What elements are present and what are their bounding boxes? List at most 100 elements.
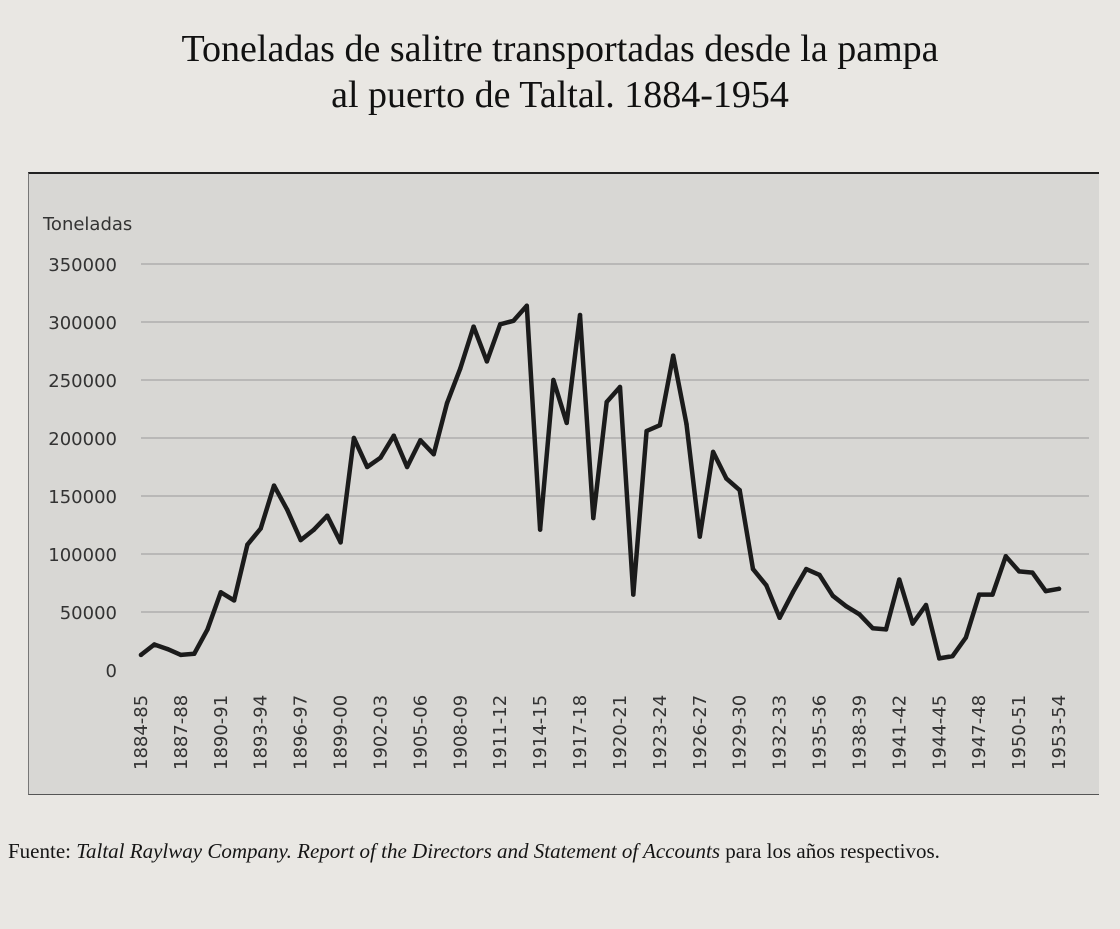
source-suffix: para los años respectivos.	[725, 839, 940, 863]
x-tick-label: 1899-00	[331, 695, 352, 770]
data-point	[684, 421, 689, 427]
data-point	[338, 540, 343, 545]
data-point	[511, 318, 516, 324]
x-tick-label: 1929-30	[730, 695, 751, 770]
data-point	[471, 324, 476, 329]
data-point	[418, 438, 423, 443]
data-point	[498, 322, 503, 327]
data-point	[271, 483, 277, 488]
data-point	[1043, 588, 1048, 594]
y-tick-label: 200000	[48, 429, 117, 450]
x-tick-label: 1947-48	[969, 695, 990, 770]
x-tick-label: 1938-39	[849, 695, 870, 770]
data-point	[750, 566, 756, 572]
data-point	[192, 651, 197, 656]
chart-title: Toneladas de salitre transportadas desde…	[0, 26, 1120, 118]
data-point	[431, 452, 436, 457]
data-point	[657, 423, 663, 428]
data-point	[298, 537, 303, 543]
data-point	[325, 513, 330, 518]
data-point	[364, 464, 370, 470]
data-point	[830, 593, 836, 598]
chart-title-line-2: al puerto de Taltal. 1884-1954	[331, 74, 789, 116]
source-note: Fuente: Taltal Raylway Company. Report o…	[8, 840, 1113, 862]
x-tick-label: 1950-51	[1009, 695, 1030, 770]
data-point	[245, 542, 250, 547]
data-point	[963, 635, 969, 640]
data-point	[790, 590, 796, 595]
data-point	[1030, 570, 1035, 575]
data-point	[1016, 569, 1022, 574]
data-point	[923, 602, 929, 608]
x-tick-label: 1893-94	[251, 695, 272, 770]
data-point	[764, 583, 769, 588]
y-tick-label: 250000	[48, 371, 117, 392]
x-tick-label: 1896-97	[291, 695, 312, 770]
x-tick-label: 1932-33	[770, 695, 791, 770]
data-point	[458, 366, 463, 371]
series-line	[138, 303, 1062, 661]
data-point	[697, 534, 702, 539]
y-tick-label: 0	[106, 661, 117, 682]
x-tick-label: 1911-12	[490, 695, 511, 770]
data-point	[976, 592, 982, 597]
data-point	[351, 435, 357, 441]
data-point	[311, 527, 317, 532]
x-tick-label: 1890-91	[211, 695, 232, 770]
x-tick-label: 1944-45	[929, 695, 950, 770]
data-point	[857, 612, 862, 617]
data-point	[777, 615, 782, 620]
data-point	[670, 353, 676, 358]
source-title: Taltal Raylway Company. Report of the Di…	[76, 839, 721, 863]
data-point	[724, 476, 729, 481]
data-point	[883, 627, 889, 632]
data-point	[897, 577, 902, 582]
x-tick-label: 1902-03	[370, 695, 391, 770]
data-point	[990, 592, 995, 597]
y-tick-label: 100000	[48, 545, 117, 566]
line-chart: Toneladas 0 50000 100000 150000 200000 250000 3…	[42, 214, 1089, 770]
chart-area: Toneladas 0 50000 100000 150000 200000 250000 3…	[28, 172, 1099, 795]
x-tick-label: 1917-18	[570, 695, 591, 770]
data-point	[391, 433, 396, 438]
data-point	[937, 656, 942, 661]
data-point	[950, 653, 955, 659]
source-prefix: Fuente:	[8, 839, 71, 863]
x-tick-label: 1908-09	[450, 695, 471, 770]
data-point	[604, 399, 609, 405]
data-point	[644, 428, 649, 434]
data-point	[910, 621, 915, 626]
x-tick-label: 1953-54	[1049, 695, 1070, 770]
data-point	[378, 455, 383, 460]
data-point	[843, 604, 849, 609]
data-point	[804, 566, 809, 572]
y-tick-label: 50000	[60, 603, 117, 624]
data-point	[231, 598, 237, 603]
data-point	[218, 590, 224, 595]
data-point	[178, 652, 184, 658]
data-point	[444, 401, 450, 406]
data-point	[577, 312, 583, 318]
y-axis-title: Toneladas	[42, 214, 132, 235]
x-tick-label: 1935-36	[810, 695, 831, 770]
data-point	[551, 377, 556, 383]
x-tick-label: 1923-24	[650, 695, 671, 770]
data-point	[631, 592, 636, 597]
data-point	[537, 527, 543, 532]
y-tick-label: 150000	[48, 487, 117, 508]
data-point	[817, 572, 822, 578]
data-point	[484, 359, 490, 364]
data-point	[165, 646, 170, 652]
y-tick-label: 350000	[48, 255, 117, 276]
x-tick-label: 1920-21	[610, 695, 631, 770]
data-point	[870, 626, 875, 631]
x-tick-label: 1926-27	[690, 695, 711, 770]
x-tick-label: 1914-15	[530, 695, 551, 770]
x-tick-label: 1884-85	[131, 695, 152, 770]
data-point	[617, 384, 623, 390]
data-point	[404, 464, 410, 470]
data-point	[564, 420, 569, 426]
x-tick-label: 1887-88	[171, 695, 192, 770]
chart-title-line-1: Toneladas de salitre transportadas desde…	[181, 28, 939, 70]
data-point	[737, 488, 742, 493]
